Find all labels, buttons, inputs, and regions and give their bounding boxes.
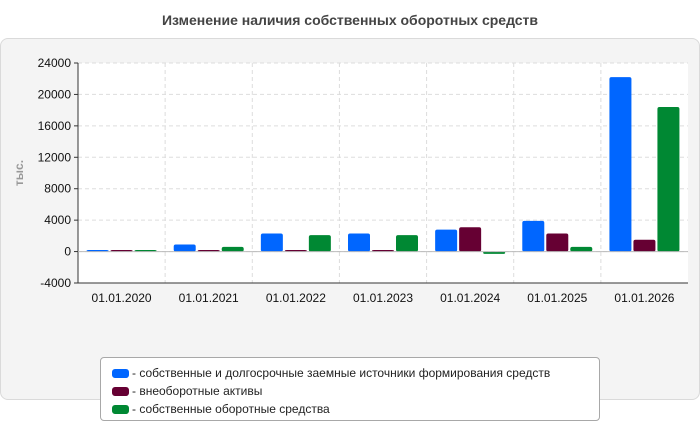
- y-tick-label: 0: [64, 245, 71, 259]
- bar: [173, 244, 196, 252]
- legend-label: - собственные и долгосрочные заемные ист…: [132, 366, 551, 380]
- x-tick-label: 01.01.2024: [440, 291, 500, 305]
- bar: [308, 235, 331, 252]
- bar: [657, 107, 680, 252]
- legend: - собственные и долгосрочные заемные ист…: [100, 357, 600, 421]
- legend-label: - внеоборотные активы: [132, 384, 263, 398]
- chart-panel: тыс. 24000 20000 16000 12000 8000 4000 0 -4000 0…: [0, 38, 700, 421]
- y-axis-label: тыс.: [12, 160, 26, 186]
- bar: [609, 77, 632, 252]
- bar: [546, 233, 569, 252]
- bar: [459, 227, 482, 252]
- bar: [522, 220, 545, 252]
- x-tick-label: 01.01.2021: [179, 291, 239, 305]
- x-tick-label: 01.01.2022: [266, 291, 326, 305]
- x-tick-label: 01.01.2025: [527, 291, 587, 305]
- y-tick-label: -4000: [40, 276, 71, 290]
- legend-item: - внеоборотные активы: [112, 382, 599, 400]
- legend-label: - собственные оборотные средства: [132, 402, 330, 416]
- plot-area: тыс. 24000 20000 16000 12000 8000 4000 0 -4000 0…: [12, 56, 688, 305]
- bar: [483, 251, 506, 254]
- y-tick-label: 24000: [38, 56, 72, 70]
- bar: [221, 246, 244, 252]
- y-tick-label: 12000: [38, 150, 72, 164]
- x-tick-label: 01.01.2023: [353, 291, 413, 305]
- bar: [260, 233, 283, 252]
- legend-item: - собственные оборотные средства: [112, 400, 599, 418]
- y-tick-label: 8000: [44, 182, 71, 196]
- legend-swatch: [112, 404, 129, 414]
- bar: [633, 239, 656, 252]
- bar: [348, 233, 370, 252]
- legend-swatch: [112, 368, 129, 378]
- x-tick-label: 01.01.2020: [92, 291, 152, 305]
- chart-title: Изменение наличия собственных оборотных …: [161, 12, 539, 28]
- legend-swatch: [112, 386, 129, 396]
- y-tick-label: 16000: [38, 119, 72, 133]
- bar: [570, 246, 593, 252]
- bar: [396, 235, 418, 252]
- y-tick-label: 20000: [38, 87, 72, 101]
- legend-item: - собственные и долгосрочные заемные ист…: [112, 364, 599, 382]
- y-tick-label: 4000: [44, 213, 71, 227]
- bar: [435, 229, 458, 252]
- x-tick-label: 01.01.2026: [614, 291, 674, 305]
